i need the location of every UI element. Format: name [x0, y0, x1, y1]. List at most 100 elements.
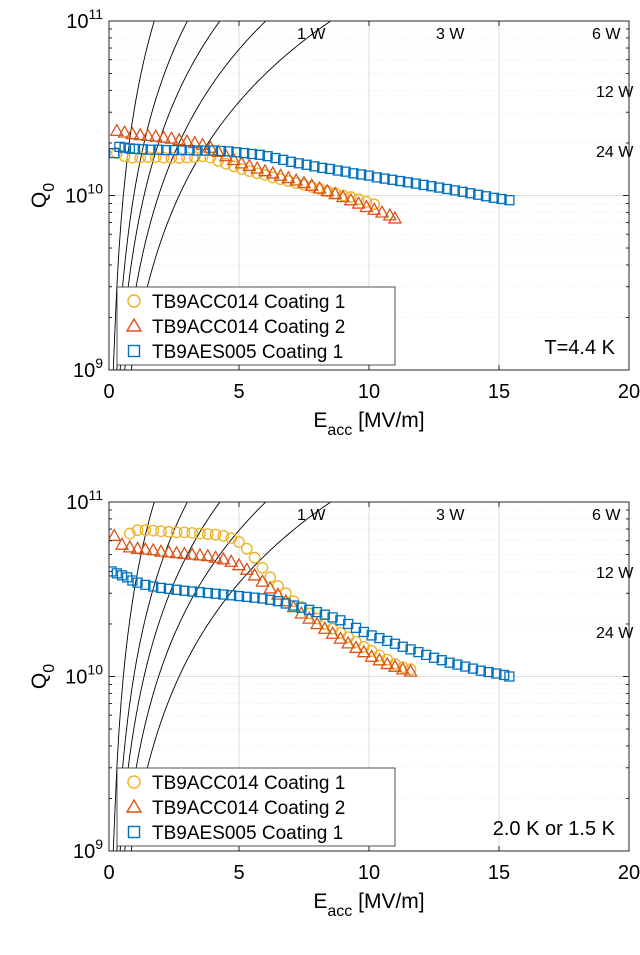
marker-triangle [133, 127, 148, 141]
marker-triangle [148, 128, 163, 142]
marker-square [231, 147, 242, 158]
x-tick-label: 0 [103, 862, 114, 884]
marker-square [473, 189, 484, 200]
x-tick-label: 20 [618, 862, 640, 884]
marker-triangle [265, 165, 280, 179]
marker-circle [181, 151, 193, 164]
x-tick-label: 15 [488, 862, 510, 884]
marker-square [301, 159, 312, 170]
marker-circle [227, 160, 240, 173]
legend-marker-circle [127, 775, 141, 789]
marker-square [246, 148, 258, 160]
marker-square [116, 570, 128, 581]
marker-square [119, 142, 130, 153]
marker-triangle [343, 192, 358, 206]
legend-entry: TB9AES005 Coating 1 [152, 823, 343, 844]
y-tick-label: 109 [73, 355, 103, 382]
x-tick-label: 0 [103, 381, 114, 403]
marker-triangle [281, 170, 296, 184]
marker-square [155, 582, 167, 594]
marker-triangle [333, 631, 348, 644]
marker-square [140, 579, 151, 591]
legend-marker-triangle [125, 798, 143, 813]
marker-square [317, 162, 328, 174]
marker-square [421, 649, 432, 661]
data-markers [109, 524, 515, 682]
marker-triangle [161, 544, 176, 558]
marker-square [210, 588, 221, 599]
marker-square [218, 589, 229, 600]
marker-square [285, 156, 297, 167]
marker-triangle [387, 210, 403, 224]
marker-triangle [263, 580, 278, 594]
marker-triangle [359, 199, 374, 213]
marker-triangle [140, 128, 156, 141]
marker-triangle [122, 539, 137, 553]
marker-square [418, 179, 429, 191]
legend-marker-triangle [125, 317, 143, 332]
marker-triangle [169, 545, 184, 559]
marker-triangle [341, 635, 356, 649]
marker-circle [188, 151, 201, 163]
x-tick-label: 10 [358, 862, 380, 884]
marker-square [504, 671, 515, 682]
marker-triangle [317, 621, 332, 634]
marker-square [257, 593, 268, 604]
power-line-label: 3 W [436, 26, 465, 43]
marker-square [124, 143, 135, 154]
marker-square [168, 144, 180, 156]
temperature-annotation: T=4.4 K [544, 337, 615, 359]
marker-circle [131, 524, 144, 536]
marker-circle [118, 150, 131, 163]
marker-square [129, 143, 141, 155]
marker-triangle [203, 140, 218, 153]
temperature-annotation: 2.0 K or 1.5 K [493, 818, 616, 840]
marker-square [413, 646, 424, 658]
marker-circle [233, 536, 245, 548]
marker-triangle [257, 163, 273, 177]
marker-square [324, 163, 336, 175]
marker-square [428, 652, 440, 663]
marker-circle [186, 527, 199, 539]
x-axis-label: Eacc [MV/m] [313, 890, 424, 920]
power-line-24w [130, 502, 332, 851]
legend-entry: TB9ACC014 Coating 1 [152, 773, 345, 794]
marker-triangle [216, 551, 231, 565]
marker-square [171, 584, 182, 595]
chart-panel-1: 1 W 3 W 6 W 12 W 24 W 0 5 10 15 20 109 1010 1011 Eacc… [28, 6, 640, 439]
power-line-label: 1 W [297, 26, 326, 43]
marker-square [122, 572, 133, 583]
marker-triangle [242, 158, 257, 172]
marker-square [145, 144, 156, 155]
marker-square [382, 635, 393, 647]
marker-square [389, 638, 401, 649]
marker-square [153, 144, 164, 155]
marker-circle [149, 151, 162, 163]
marker-triangle [130, 541, 145, 554]
power-line-label: 12 W [596, 84, 634, 101]
marker-square [395, 175, 406, 187]
y-tick-label: 1010 [65, 181, 103, 208]
y-axis-label: Q0 [28, 183, 58, 208]
marker-triangle [231, 557, 247, 571]
marker-triangle [312, 180, 327, 194]
chart-panel-2: 1 W 3 W 6 W 12 W 24 W 0 5 10 15 20 109 1010 1011 Eacc… [28, 487, 640, 920]
marker-triangle [304, 178, 319, 191]
marker-circle [209, 528, 222, 541]
marker-square [207, 145, 219, 156]
marker-triangle [403, 663, 418, 677]
marker-square [319, 609, 330, 620]
marker-square [176, 144, 187, 156]
marker-square [496, 193, 507, 205]
marker-circle [220, 157, 232, 170]
data-markers [109, 123, 515, 224]
power-line-label: 12 W [596, 565, 634, 582]
marker-square [109, 566, 117, 577]
power-line-label: 24 W [596, 625, 634, 642]
marker-triangle [320, 183, 335, 197]
marker-square [109, 147, 120, 159]
marker-square [270, 152, 281, 164]
marker-square [202, 587, 213, 599]
marker-triangle [164, 131, 179, 144]
